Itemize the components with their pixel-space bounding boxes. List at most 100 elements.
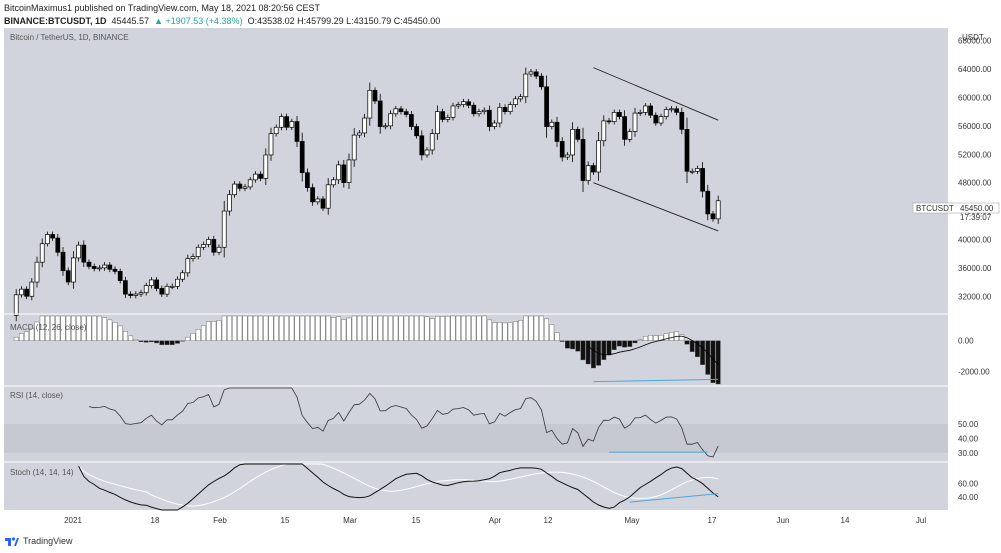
macd-histogram-bar [34,321,40,341]
candle-body [180,272,185,280]
macd-histogram-bar [611,340,617,350]
candle-body [97,267,102,270]
macd-histogram-bar [549,324,555,341]
candle-body [689,170,695,173]
stoch-label: Stoch (14, 14, 14) [10,468,74,477]
candle-body [507,104,513,113]
macd-histogram-bar [315,315,321,341]
macd-histogram-bar [60,315,66,341]
x-tick-label: May [624,516,639,525]
macd-histogram-bar [310,315,315,341]
macd-histogram-bar [279,315,284,341]
macd-histogram-bar [211,321,217,341]
macd-histogram-bar [622,340,628,348]
macd-histogram-bar [159,340,165,345]
symbol: BINANCE:BTCUSDT, 1D [4,16,107,26]
macd-histogram-bar [544,318,550,341]
candle-body [393,108,399,115]
macd-histogram-bar [372,315,378,341]
y-tick-label: 52000.00 [958,150,992,159]
stoch-divergence-line [629,493,719,503]
candle-body [55,237,61,253]
footer[interactable]: TradingView [5,536,73,546]
macd-histogram-bar [502,322,508,341]
macd-histogram-bar [221,315,227,341]
candle-body [424,149,430,156]
candle-body [128,293,133,296]
x-tick-label: Jul [916,516,926,525]
y-tick-label: 56000.00 [958,122,992,131]
macd-histogram-bar [273,315,279,341]
macd-histogram-bar [174,340,180,344]
candle-body [102,264,107,269]
macd-histogram-bar [19,333,24,341]
macd-histogram-bar [429,318,435,341]
macd-histogram-bar [357,315,362,341]
macd-histogram-bar [533,315,539,341]
candle-body [409,114,414,127]
macd-histogram-bar [565,340,570,349]
rsi-tick-label: 30.00 [958,449,979,458]
candle-body [383,125,388,128]
candle-body [149,279,154,286]
macd-histogram-bar [128,335,133,341]
macd-histogram-bar [242,315,248,341]
price-change: ▲ +1907.53 (+4.38%) [154,16,243,26]
macd-histogram-bar [268,315,274,341]
macd-signal-line [587,335,719,365]
candle-body [440,111,445,120]
x-tick-label: 17 [708,516,717,525]
macd-histogram-bar [367,315,373,341]
macd-histogram-bar [55,315,61,341]
macd-histogram-bar [518,319,524,341]
macd-histogram-bar [523,315,529,341]
candle-body [138,292,144,295]
candle-body [461,101,466,105]
candle-body [601,120,607,142]
x-tick-label: 15 [281,516,290,525]
candle-body [195,246,201,257]
candle-body [419,135,425,156]
macd-histogram-bar [117,325,123,341]
macd-histogram-bar [133,339,139,341]
macd-histogram-bar [180,340,185,342]
rsi-band [4,424,948,453]
macd-histogram-bar [148,340,154,343]
candle-body [591,165,596,173]
candle-body [50,234,55,239]
macd-histogram-bar [154,340,159,344]
candle-body [549,121,555,127]
x-tick-label: 12 [544,516,553,525]
macd-histogram-bar [216,320,222,341]
macd-histogram-bar [403,315,409,341]
macd-histogram-bar [206,321,211,341]
macd-histogram-bar [409,315,414,341]
macd-histogram-bar [263,315,269,341]
y-tick-label: 32000.00 [958,292,992,301]
tradingview-logo-icon [5,537,19,546]
stoch-tick-label: 60.00 [958,480,979,489]
macd-histogram-bar [627,340,633,347]
candle-body [710,213,716,220]
candle-body [481,109,487,113]
candle-body [684,129,690,172]
candle-body [518,96,523,100]
candle-body [190,256,196,259]
candle-body [336,164,341,181]
candle-body [544,86,549,127]
macd-histogram-bar [648,335,654,341]
channel-lower-line [593,182,719,232]
candle-body [466,101,471,106]
main-pane-label: Bitcoin / TetherUS, 1D, BINANCE [10,33,129,42]
candle-body [211,239,217,253]
candle-body [643,105,648,113]
macd-histogram-bar [107,319,113,341]
stoch-tick-label: 40.00 [958,493,979,502]
candle-body [107,264,113,270]
candle-body [227,194,232,212]
macd-histogram-bar [65,315,71,341]
candle-body [351,134,357,161]
macd-histogram-bar [258,315,263,341]
candle-body [362,117,367,134]
